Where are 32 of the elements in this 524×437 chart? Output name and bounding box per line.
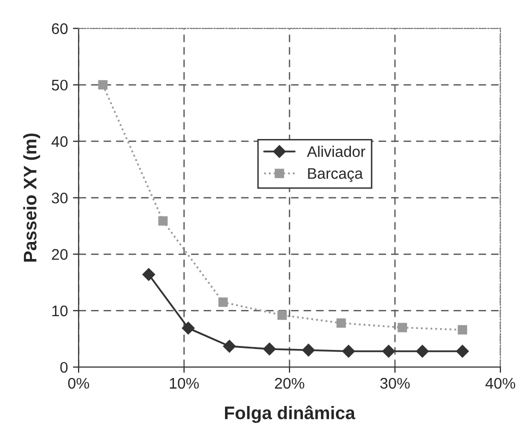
point xyxy=(456,344,469,358)
point xyxy=(263,342,276,356)
point xyxy=(277,310,287,320)
point xyxy=(398,322,408,332)
point xyxy=(342,344,355,358)
x-tick-label: 0% xyxy=(68,378,90,389)
x-tick-label: 30% xyxy=(380,378,410,389)
point xyxy=(302,344,315,357)
point xyxy=(382,344,396,358)
x-tick-label: 20% xyxy=(274,378,304,389)
point xyxy=(142,268,156,281)
legend-label: Barcaça xyxy=(308,168,363,182)
point xyxy=(182,322,195,335)
y-tick-label: 40 xyxy=(52,136,68,147)
point xyxy=(222,340,236,353)
point xyxy=(98,80,108,90)
y-tick-label: 30 xyxy=(52,192,68,204)
x-axis-title: Folga dinâmica xyxy=(225,406,356,423)
y-axis-title: Passeio XY (m) xyxy=(23,134,40,262)
y-tick-label: 0 xyxy=(60,362,68,373)
point xyxy=(218,297,228,307)
y-tick-label: 10 xyxy=(52,306,68,316)
y-tick-label: 20 xyxy=(52,249,68,260)
x-tick-label: 40% xyxy=(485,378,516,389)
legend-label: Aliviador xyxy=(306,146,366,157)
x-tick-label: 10% xyxy=(170,378,199,389)
y-tick-label: 50 xyxy=(52,80,68,91)
point xyxy=(336,318,346,328)
point xyxy=(158,216,168,226)
point xyxy=(458,325,468,335)
y-tick-label: 60 xyxy=(52,23,68,34)
point xyxy=(416,344,429,358)
